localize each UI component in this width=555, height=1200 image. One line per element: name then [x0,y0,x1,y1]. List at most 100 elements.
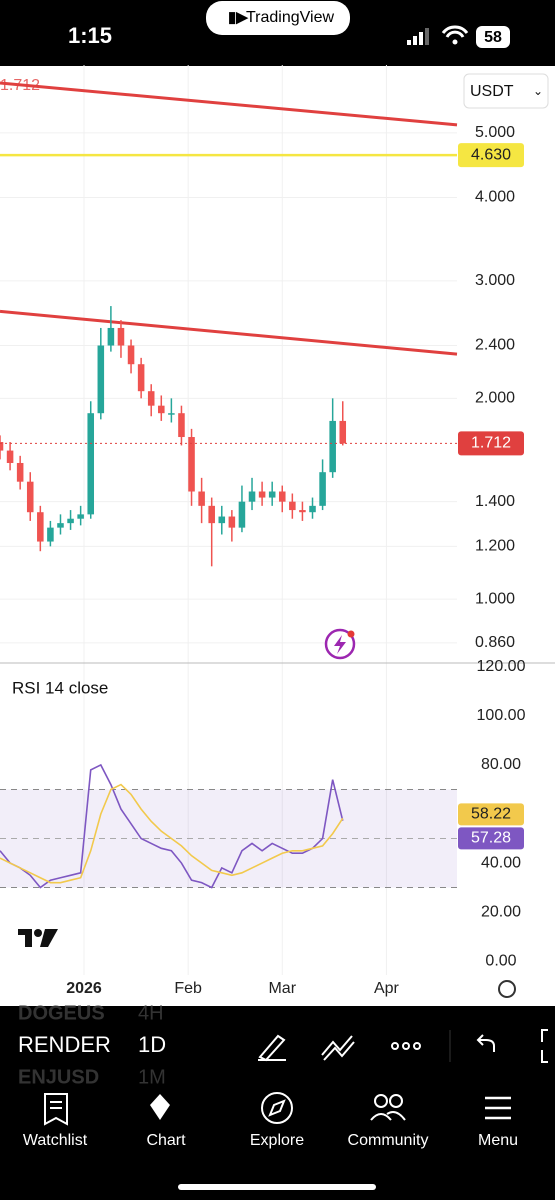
candle-body [319,472,326,506]
tv-watermark [18,929,58,947]
y-tick-label: 20.00 [481,903,521,920]
price-panel: 2026 Feb Mar Apr 5.000 4.000 3.000 2.400 2.000 1.… [0,65,524,997]
signal [407,28,429,45]
indicator-line [0,783,344,884]
candle-body [137,364,145,392]
candle-body [117,327,125,346]
last-price-tag [458,431,524,456]
interval-prev: 4H [138,1002,164,1024]
battery [476,26,510,48]
y-tick-label: 100.00 [477,707,526,724]
y-tick-label: 1.000 [475,590,515,607]
price-tag-label: 4.630 [471,146,511,163]
more[interactable] [391,1042,421,1050]
indicator-tag-label: 57.28 [471,830,511,847]
indicator-tag-label: 58.22 [471,806,511,823]
candle-body [178,413,185,438]
y-tick-label: 1.200 [475,538,515,555]
y-tick-label: 120.00 [477,658,526,675]
y-tick-label: 40.00 [481,854,521,871]
draw-tool[interactable] [258,1034,286,1062]
y-tick-label: 2.000 [475,390,515,407]
wifi-dot [452,39,458,45]
home-indicator [178,1184,376,1190]
clock: 1:15 [68,23,112,48]
candle-body [258,491,266,498]
candle-body [147,391,155,406]
candle-body [127,345,135,365]
indicator-title: RSI 14 close [12,678,108,697]
tv-logo: ▮▶ [228,9,249,26]
candle-body [87,413,95,515]
x-tick-label: Mar [268,980,296,997]
symbol-prev: DOGEUS [18,1002,105,1024]
candle-body [168,413,175,415]
candle-body [339,420,347,444]
candle-body [47,527,54,542]
fullscreen[interactable] [541,1029,548,1063]
last-price-label: 1.712 [471,435,511,452]
candle-body [26,481,34,513]
candle-body [329,420,336,473]
y-tick-label: 0.860 [475,634,515,651]
candle-body [0,442,4,451]
candle-body [228,516,236,528]
y-tick-label: 80.00 [481,756,521,773]
candle-body [299,510,306,513]
interval-next: 1M [138,1066,166,1088]
watchlist-icon [44,1093,68,1126]
flash-dot [347,630,355,638]
alert-label: 1.712 [0,77,40,94]
explore-needle [268,1099,286,1117]
currency-select[interactable] [463,73,549,109]
nav-bar [0,1090,555,1200]
candle-body [158,405,165,414]
x-tick-label: Apr [374,980,400,997]
candle-body [67,518,74,524]
dropdown-caret: ⌄ [533,84,543,98]
nav-item[interactable]: Menu [478,1132,518,1149]
indicator-line [0,763,344,889]
candle-body [289,501,296,511]
explore-icon [261,1092,293,1124]
y-tick-label: 3.000 [475,272,515,289]
y-tick-label: 4.000 [475,189,515,206]
menu-icon [485,1096,511,1120]
settings-icon[interactable] [498,980,516,998]
indicator-tag [458,803,524,826]
symbol-next: ENJUSD [18,1066,99,1088]
currency: USDT [470,83,514,100]
candle-body [309,505,316,513]
app-name: TradingView [246,9,334,26]
candle-body [6,450,14,463]
nav-item[interactable]: Chart [146,1132,186,1149]
candle-body [77,514,84,519]
y-tick-label: 5.000 [475,124,515,141]
rsi-panel: 120.00 100.00 80.00 40.00 20.00 0.00 RSI 14 cl… [0,658,526,969]
candle-body [16,462,24,482]
candle-body [57,523,64,528]
nav-item[interactable]: Community [348,1132,429,1149]
candle-body [188,437,195,492]
wifi [441,25,469,38]
nav-item[interactable]: Explore [250,1132,304,1149]
candle-body [248,491,256,502]
candle-body [97,345,105,414]
y-tick-label: 1.400 [475,493,515,510]
interval[interactable]: 1D [138,1032,166,1057]
community-icon [370,1094,406,1121]
x-tick-label: 2026 [66,980,102,997]
app-pill [206,1,350,35]
indicator-tool[interactable] [321,1035,355,1061]
y-tick-label: 0.00 [485,952,516,969]
price-tag [458,143,524,168]
candle-body [208,505,215,524]
nav-items: Watchlist Chart Explore Community Menu [23,1132,518,1149]
candle-body [278,491,286,502]
undo[interactable] [476,1034,495,1052]
nav-item[interactable]: Watchlist [23,1132,88,1149]
symbol[interactable]: RENDER [18,1032,111,1057]
y-tick-label: 2.400 [475,337,515,354]
